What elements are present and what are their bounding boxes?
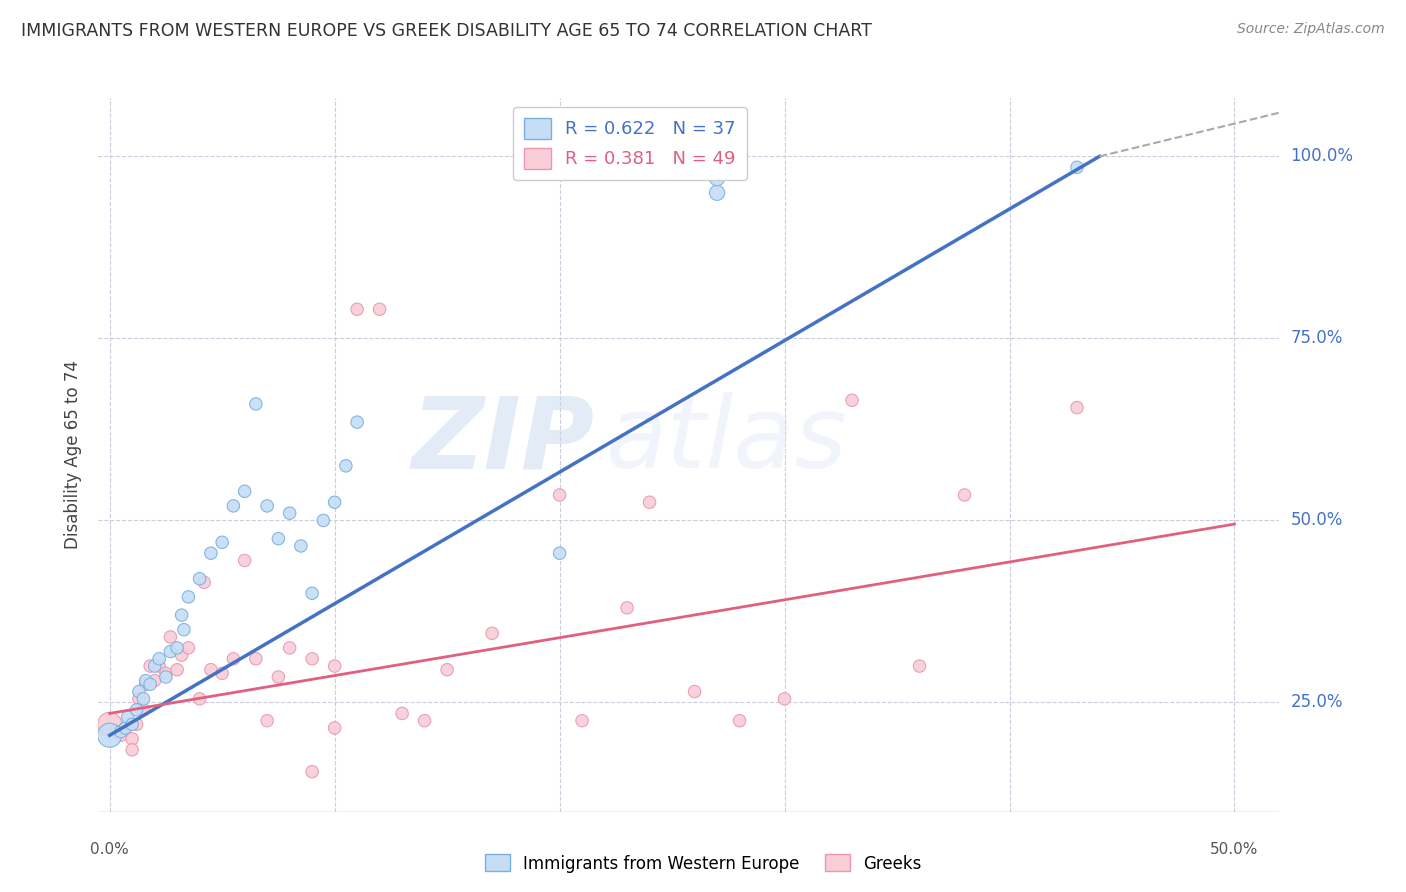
Point [706, 171, 728, 186]
Text: 0.0%: 0.0% [90, 842, 129, 857]
Point [436, 663, 458, 677]
Point [128, 684, 150, 698]
Point [548, 546, 571, 560]
Point [616, 600, 638, 615]
Point [683, 684, 706, 698]
Point [173, 623, 195, 637]
Point [312, 513, 335, 527]
Point [256, 499, 278, 513]
Point [105, 724, 128, 739]
Point [335, 458, 357, 473]
Point [155, 666, 177, 681]
Point [728, 714, 751, 728]
Point [1066, 401, 1088, 415]
Point [267, 532, 290, 546]
Text: 100.0%: 100.0% [1291, 147, 1354, 165]
Point [200, 546, 222, 560]
Point [1066, 161, 1088, 175]
Text: IMMIGRANTS FROM WESTERN EUROPE VS GREEK DISABILITY AGE 65 TO 74 CORRELATION CHAR: IMMIGRANTS FROM WESTERN EUROPE VS GREEK … [21, 22, 872, 40]
Text: 25.0%: 25.0% [1291, 693, 1343, 712]
Point [148, 652, 170, 666]
Point [117, 710, 139, 724]
Point [233, 553, 256, 567]
Legend: Immigrants from Western Europe, Greeks: Immigrants from Western Europe, Greeks [478, 847, 928, 880]
Point [110, 724, 132, 739]
Point [481, 626, 503, 640]
Point [121, 731, 143, 746]
Point [548, 488, 571, 502]
Point [143, 659, 166, 673]
Point [135, 673, 157, 688]
Point [148, 659, 170, 673]
Point [110, 728, 132, 742]
Point [908, 659, 931, 673]
Point [125, 717, 148, 731]
Point [638, 495, 661, 509]
Point [121, 717, 143, 731]
Text: atlas: atlas [606, 392, 848, 489]
Point [132, 691, 155, 706]
Point [953, 488, 976, 502]
Point [177, 640, 200, 655]
Point [193, 575, 215, 590]
Text: ZIP: ZIP [412, 392, 595, 489]
Point [211, 666, 233, 681]
Point [278, 640, 301, 655]
Point [132, 703, 155, 717]
Point [139, 659, 162, 673]
Point [166, 640, 188, 655]
Point [159, 644, 181, 658]
Point [245, 397, 267, 411]
Point [121, 743, 143, 757]
Point [841, 393, 863, 408]
Text: 50.0%: 50.0% [1211, 842, 1258, 857]
Point [571, 714, 593, 728]
Point [170, 608, 193, 623]
Point [256, 714, 278, 728]
Text: 75.0%: 75.0% [1291, 329, 1343, 347]
Point [98, 728, 121, 742]
Point [346, 415, 368, 429]
Point [706, 186, 728, 200]
Point [222, 652, 245, 666]
Y-axis label: Disability Age 65 to 74: Disability Age 65 to 74 [65, 360, 83, 549]
Point [391, 706, 413, 721]
Point [222, 499, 245, 513]
Point [301, 586, 323, 600]
Point [143, 673, 166, 688]
Point [323, 721, 346, 735]
Point [301, 764, 323, 779]
Point [139, 677, 162, 691]
Point [211, 535, 233, 549]
Point [125, 703, 148, 717]
Point [323, 495, 346, 509]
Point [278, 506, 301, 520]
Point [368, 302, 391, 317]
Point [155, 670, 177, 684]
Point [128, 691, 150, 706]
Text: 50.0%: 50.0% [1291, 511, 1343, 530]
Point [413, 714, 436, 728]
Point [290, 539, 312, 553]
Legend: R = 0.622   N = 37, R = 0.381   N = 49: R = 0.622 N = 37, R = 0.381 N = 49 [513, 107, 747, 179]
Point [114, 721, 136, 735]
Point [159, 630, 181, 644]
Point [177, 590, 200, 604]
Text: Source: ZipAtlas.com: Source: ZipAtlas.com [1237, 22, 1385, 37]
Point [346, 302, 368, 317]
Point [245, 652, 267, 666]
Point [301, 652, 323, 666]
Point [188, 572, 211, 586]
Point [233, 484, 256, 499]
Point [135, 677, 157, 691]
Point [323, 659, 346, 673]
Point [200, 663, 222, 677]
Point [267, 670, 290, 684]
Point [98, 717, 121, 731]
Point [773, 691, 796, 706]
Point [114, 721, 136, 735]
Point [170, 648, 193, 662]
Point [166, 663, 188, 677]
Point [188, 691, 211, 706]
